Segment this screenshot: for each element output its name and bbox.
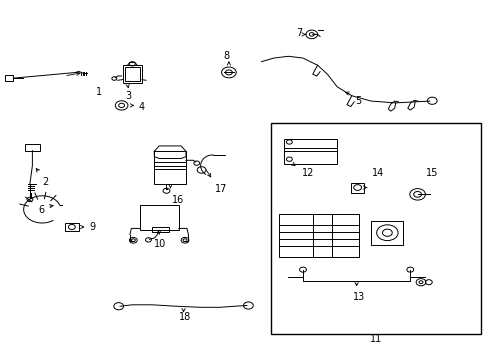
Text: 9: 9 bbox=[89, 222, 95, 232]
Text: 15: 15 bbox=[425, 168, 437, 178]
Text: 11: 11 bbox=[369, 333, 382, 343]
Text: 10: 10 bbox=[154, 239, 166, 249]
Bar bbox=[350, 183, 364, 193]
Bar bbox=[283, 139, 336, 164]
Text: 6: 6 bbox=[39, 206, 45, 216]
Text: 3: 3 bbox=[125, 91, 131, 101]
Text: 12: 12 bbox=[301, 168, 313, 178]
Bar bbox=[140, 205, 178, 230]
Bar bbox=[152, 226, 168, 232]
Text: 16: 16 bbox=[172, 195, 184, 205]
Bar bbox=[154, 151, 185, 184]
Bar bbox=[4, 75, 13, 81]
Bar bbox=[370, 221, 402, 244]
Bar bbox=[278, 214, 358, 257]
Text: 18: 18 bbox=[178, 312, 190, 322]
Bar bbox=[65, 223, 79, 231]
Bar bbox=[125, 67, 140, 81]
Text: 7: 7 bbox=[295, 28, 301, 38]
Bar bbox=[271, 123, 480, 334]
Text: 5: 5 bbox=[354, 96, 360, 106]
Text: 2: 2 bbox=[42, 177, 48, 187]
Text: 1: 1 bbox=[96, 87, 102, 97]
Bar bbox=[122, 65, 142, 83]
Text: 13: 13 bbox=[352, 292, 365, 302]
Text: 4: 4 bbox=[139, 102, 144, 112]
Text: 8: 8 bbox=[223, 51, 229, 61]
Text: 14: 14 bbox=[371, 168, 383, 178]
Text: 17: 17 bbox=[215, 184, 227, 194]
Bar bbox=[25, 144, 40, 150]
